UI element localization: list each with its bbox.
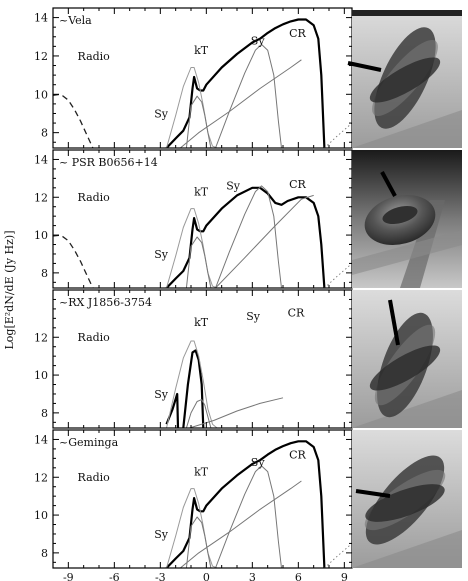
annotation-label: Sy [251, 456, 266, 469]
y-tick-label: 8 [41, 547, 48, 560]
panel-1: 8 10 12 14 ~ PSR B0656+14 Radio Sy kT Sy CR [34, 149, 353, 289]
annotation-label: kT [194, 185, 209, 198]
series-group [53, 18, 352, 148]
series-line-thermal-2 [166, 67, 218, 148]
annotation-label: Sy [154, 528, 169, 541]
y-axis-label: Log[E²dN/dE (Jy Hz)] [3, 230, 16, 349]
y-tick-label: 12 [34, 331, 48, 344]
plot-area [53, 150, 352, 288]
pulsar-magnetosphere-3d-render-vela [347, 10, 462, 148]
annotation-label: CR [289, 178, 306, 191]
series-line-component-4 [179, 480, 302, 568]
series-line-thermal-2 [166, 208, 218, 288]
series-line-total-0 [165, 18, 326, 148]
x-tick-label: 3 [249, 571, 256, 581]
annotation-label: kT [194, 44, 209, 57]
annotation-label: Radio [78, 191, 111, 204]
y-tick-label: 14 [34, 153, 48, 166]
x-tick-label: -6 [109, 571, 120, 581]
y-tick-label: 10 [34, 509, 48, 522]
panel-label: ~Vela [59, 14, 92, 27]
annotation-label: Sy [154, 248, 169, 261]
annotation-label: Sy [251, 34, 266, 47]
series-line-total-1 [182, 349, 205, 428]
panel-label: ~ PSR B0656+14 [59, 156, 158, 169]
x-tick-label: -9 [63, 571, 74, 581]
series-line-component-3 [185, 95, 212, 148]
series-group [165, 440, 352, 568]
series-line-dotted-6 [324, 263, 352, 288]
series-line-thermal-1 [166, 488, 218, 568]
series-line-component-3 [185, 236, 212, 288]
y-tick-label: 12 [34, 50, 48, 63]
pulsar-magnetosphere-3d-render-geminga [352, 430, 462, 568]
series-group [53, 185, 352, 288]
x-tick-label: -3 [155, 571, 166, 581]
panel-3: 8 10 12 14 -9 -6 -3 0 3 6 9 ~Geminga Radio Sy kT Sy CR [34, 429, 353, 581]
panel-label: ~RX J1856-3754 [59, 296, 152, 309]
x-tick-label: 9 [341, 571, 348, 581]
pulsar-torus-3d-render-b0656 [352, 150, 462, 288]
annotation-label: Sy [154, 107, 169, 120]
series-line-component-3 [185, 399, 212, 428]
y-tick-label: 8 [41, 267, 48, 280]
y-tick-label: 14 [34, 12, 48, 25]
plot-area [53, 8, 352, 148]
series-line-dotted-6 [324, 122, 352, 148]
annotation-label: CR [289, 27, 306, 40]
plot-area [53, 430, 352, 568]
y-axis-label-text: Log[E²dN/dE (Jy Hz)] [3, 230, 16, 349]
x-tick-label: 0 [203, 571, 210, 581]
y-tick-label: 8 [41, 127, 48, 140]
panel-0: 8 10 12 14 ~Vela Radio Sy kT Sy CR [34, 7, 353, 149]
annotation-label: kT [194, 316, 209, 329]
series-line-total-0 [165, 186, 326, 288]
series-line-component-4 [215, 43, 282, 148]
annotation-label: kT [194, 465, 209, 478]
annotation-label: Sy [226, 180, 241, 193]
series-line-dotted-5 [324, 543, 352, 568]
y-tick-label: 10 [34, 369, 48, 382]
annotation-label: Sy [246, 310, 261, 323]
series-line-component-2 [185, 516, 212, 568]
annotation-label: Sy [154, 388, 169, 401]
pulsar-magnetosphere-3d-render-rxj1856 [352, 290, 462, 428]
y-tick-label: 12 [34, 471, 48, 484]
series-line-component-4 [215, 185, 282, 288]
annotation-label: Radio [78, 331, 111, 344]
series-line-total-0 [165, 440, 326, 568]
x-tick-label: 6 [295, 571, 302, 581]
series-line-thermal-2 [166, 340, 218, 428]
annotation-label: CR [289, 448, 306, 461]
series-line-component-5 [179, 59, 302, 148]
y-tick-label: 10 [34, 88, 48, 101]
panel-label: ~Geminga [59, 436, 119, 449]
annotation-label: Radio [78, 50, 111, 63]
annotation-label: CR [288, 306, 305, 319]
panel-2: 8 10 12 ~RX J1856-3754 Radio Sy kT Sy CR [34, 289, 353, 429]
annotation-label: Radio [78, 471, 111, 484]
series-line-component-5 [215, 194, 314, 288]
y-tick-label: 10 [34, 229, 48, 242]
y-tick-label: 14 [34, 433, 48, 446]
y-tick-label: 8 [41, 407, 48, 420]
y-tick-label: 12 [34, 191, 48, 204]
panels: 8 10 12 14 ~Vela Radio Sy kT Sy CR 8 10 12 14 ~ PSR B0… [34, 7, 353, 581]
series-line-component-3 [215, 465, 282, 568]
